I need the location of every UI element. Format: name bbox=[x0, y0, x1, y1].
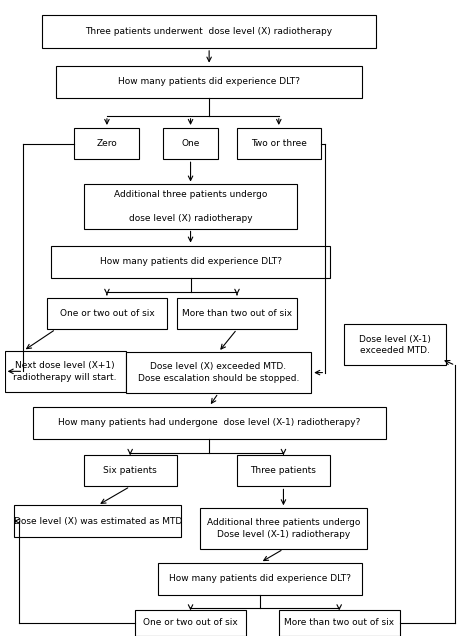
Text: Six patients: Six patients bbox=[103, 466, 157, 475]
FancyBboxPatch shape bbox=[33, 406, 386, 439]
Text: Three patients: Three patients bbox=[251, 466, 316, 475]
Text: More than two out of six: More than two out of six bbox=[284, 618, 394, 627]
Text: Zero: Zero bbox=[97, 139, 117, 148]
Text: How many patients did experience DLT?: How many patients did experience DLT? bbox=[100, 257, 282, 266]
Text: Next dose level (X+1)
radiotherapy will start.: Next dose level (X+1) radiotherapy will … bbox=[13, 361, 117, 382]
FancyBboxPatch shape bbox=[344, 324, 446, 365]
FancyBboxPatch shape bbox=[237, 455, 330, 487]
FancyBboxPatch shape bbox=[14, 505, 181, 537]
FancyBboxPatch shape bbox=[126, 352, 311, 393]
Text: How many patients did experience DLT?: How many patients did experience DLT? bbox=[118, 78, 300, 87]
FancyBboxPatch shape bbox=[46, 298, 167, 329]
Text: More than two out of six: More than two out of six bbox=[182, 309, 292, 318]
FancyBboxPatch shape bbox=[56, 65, 363, 98]
FancyBboxPatch shape bbox=[279, 611, 400, 636]
FancyBboxPatch shape bbox=[84, 455, 177, 487]
FancyBboxPatch shape bbox=[74, 128, 139, 159]
Text: Dose level (X) exceeded MTD.
Dose escalation should be stopped.: Dose level (X) exceeded MTD. Dose escala… bbox=[138, 362, 299, 383]
Text: How many patients had undergone  dose level (X-1) radiotherapy?: How many patients had undergone dose lev… bbox=[58, 419, 360, 428]
Text: One or two out of six: One or two out of six bbox=[143, 618, 238, 627]
Text: How many patients did experience DLT?: How many patients did experience DLT? bbox=[169, 575, 351, 584]
FancyBboxPatch shape bbox=[237, 128, 320, 159]
Text: Three patients underwent  dose level (X) radiotherapy: Three patients underwent dose level (X) … bbox=[86, 27, 333, 36]
FancyBboxPatch shape bbox=[177, 298, 297, 329]
FancyBboxPatch shape bbox=[163, 128, 219, 159]
FancyBboxPatch shape bbox=[5, 351, 126, 392]
Text: One: One bbox=[182, 139, 200, 148]
Text: Additional three patients undergo
Dose level (X-1) radiotherapy: Additional three patients undergo Dose l… bbox=[207, 518, 360, 539]
FancyBboxPatch shape bbox=[51, 245, 330, 278]
Text: Additional three patients undergo

dose level (X) radiotherapy: Additional three patients undergo dose l… bbox=[114, 190, 267, 223]
Text: One or two out of six: One or two out of six bbox=[60, 309, 155, 318]
FancyBboxPatch shape bbox=[42, 15, 376, 48]
Text: Dose level (X) was estimated as MTD: Dose level (X) was estimated as MTD bbox=[14, 517, 182, 526]
Text: Dose level (X-1)
exceeded MTD.: Dose level (X-1) exceeded MTD. bbox=[359, 334, 431, 355]
FancyBboxPatch shape bbox=[158, 562, 363, 595]
FancyBboxPatch shape bbox=[200, 508, 367, 549]
Text: Two or three: Two or three bbox=[251, 139, 307, 148]
FancyBboxPatch shape bbox=[84, 184, 297, 229]
FancyBboxPatch shape bbox=[135, 611, 246, 636]
